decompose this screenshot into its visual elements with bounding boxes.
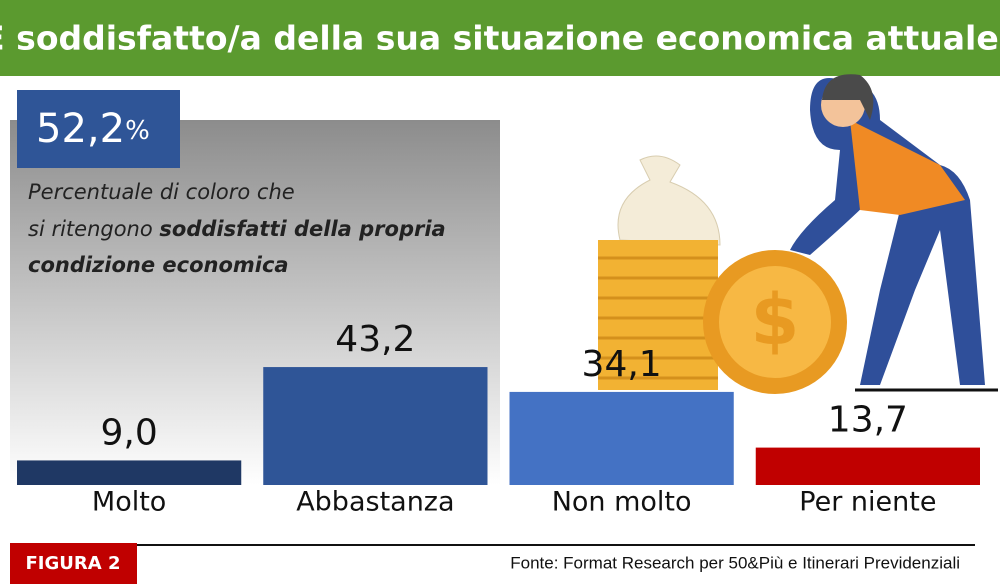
value-label: 9,0: [100, 412, 157, 453]
description-line: condizione economica: [28, 253, 289, 277]
illustration: $: [598, 74, 998, 394]
headline-unit: %: [125, 116, 150, 146]
headline-value: 52,2: [36, 106, 125, 152]
value-label: 34,1: [582, 344, 662, 385]
svg-text:$: $: [751, 279, 800, 361]
source: Fonte: Format Research per 50&Più e Itin…: [510, 553, 960, 572]
description-text: si ritengono: [28, 217, 153, 241]
figure-label: FIGURA 2: [26, 553, 121, 574]
value-label: 43,2: [335, 319, 415, 360]
figure-badge: [10, 543, 137, 584]
chart-title: È soddisfatto/a della sua situazione eco…: [0, 18, 1000, 58]
x-tick-label: Abbastanza: [296, 487, 454, 518]
headline-box: [17, 90, 180, 168]
header-band: [0, 0, 1000, 76]
bar: [17, 460, 242, 485]
description-line: Percentuale di coloro che: [28, 180, 295, 204]
x-tick-label: Per niente: [799, 487, 936, 518]
x-tick-label: Molto: [92, 487, 166, 518]
bar: [509, 391, 734, 485]
description: Percentuale di coloro che si ritengono s…: [28, 180, 446, 277]
bar: [755, 447, 980, 485]
headline: 52,2%: [36, 106, 150, 152]
x-tick-label: Non molto: [552, 487, 692, 518]
description-line: si ritengono soddisfatti della propria: [28, 217, 446, 241]
bar: [263, 367, 488, 485]
description-bold: soddisfatti della propria: [159, 217, 445, 241]
value-label: 13,7: [828, 400, 908, 441]
